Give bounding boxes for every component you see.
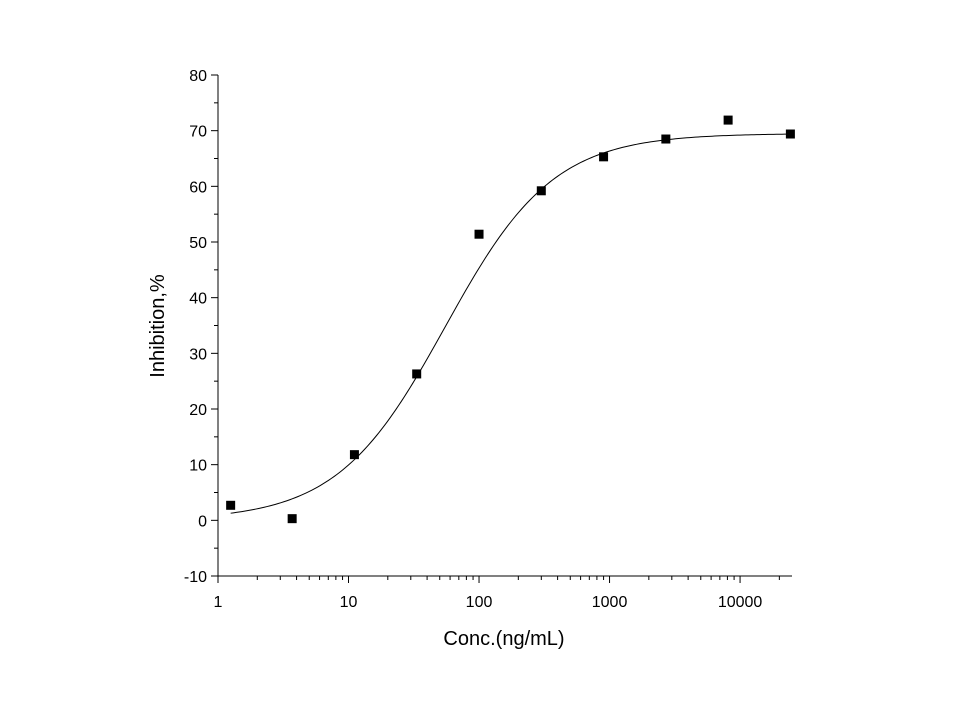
x-tick-label: 1	[214, 594, 223, 611]
y-tick-label: 10	[189, 458, 207, 475]
y-tick-label: 70	[189, 124, 207, 141]
data-point	[474, 229, 484, 239]
data-point	[349, 450, 359, 460]
y-tick-label: 40	[189, 291, 207, 308]
data-point	[226, 500, 236, 510]
y-tick-label: -10	[184, 569, 207, 586]
x-tick-label: 10000	[718, 594, 763, 611]
data-point	[599, 152, 609, 162]
axes	[217, 75, 792, 577]
y-tick-label: 50	[189, 235, 207, 252]
data-points	[226, 115, 795, 524]
x-axis-title: Conc.(ng/mL)	[443, 628, 564, 650]
data-point	[785, 129, 795, 139]
data-point	[661, 134, 671, 144]
tick-labels: -10 0 10 20 30 40 50 60 70 80 1 10 100 1000 10000	[184, 68, 763, 611]
axis-ticks	[211, 74, 780, 583]
data-point	[536, 186, 546, 196]
x-tick-label: 10	[340, 594, 358, 611]
x-tick-label: 1000	[592, 594, 628, 611]
y-tick-label: 20	[189, 402, 207, 419]
x-tick-label: 100	[466, 594, 493, 611]
data-point	[412, 369, 422, 379]
y-tick-label: 80	[189, 68, 207, 85]
data-point	[287, 514, 297, 524]
y-tick-label: 0	[198, 513, 207, 530]
y-axis-title: Inhibition,%	[147, 274, 169, 378]
y-tick-label: 60	[189, 179, 207, 196]
y-tick-label: 30	[189, 346, 207, 363]
fit-curve	[230, 133, 791, 514]
data-point	[723, 115, 733, 125]
